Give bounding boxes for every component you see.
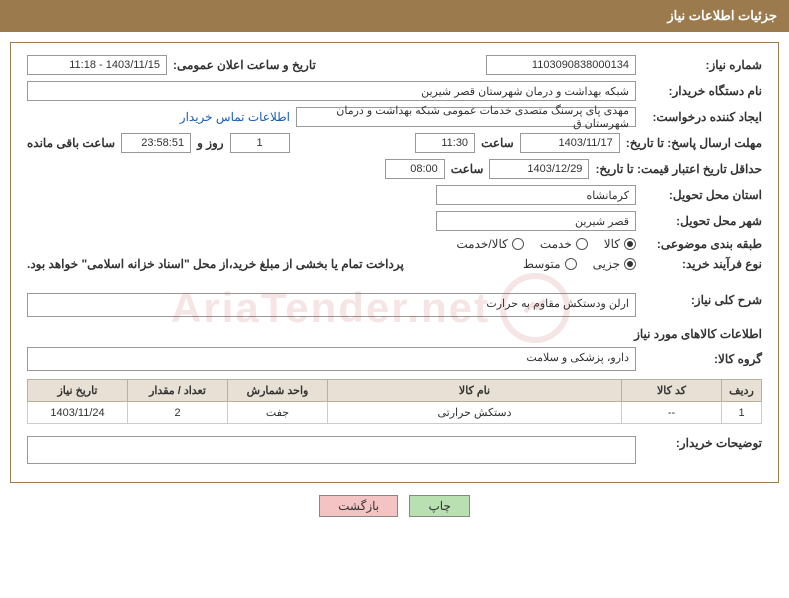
table-header-row: ردیف کد کالا نام کالا واحد شمارش تعداد /…: [28, 380, 762, 402]
th-unit: واحد شمارش: [228, 380, 328, 402]
row-delivery-province: استان محل تحویل: کرمانشاه: [27, 185, 762, 205]
days-and-label: روز و: [197, 136, 224, 150]
category-group: کالا خدمت کالا/خدمت: [456, 237, 636, 251]
th-code: کد کالا: [622, 380, 722, 402]
row-response-deadline: مهلت ارسال پاسخ: تا تاریخ: 1403/11/17 سا…: [27, 133, 762, 153]
cell-code: --: [622, 402, 722, 424]
radio-partial-circle: [624, 258, 636, 270]
need-number-label: شماره نیاز:: [642, 58, 762, 72]
contact-link[interactable]: اطلاعات تماس خریدار: [180, 110, 290, 124]
response-time: 11:30: [415, 133, 475, 153]
radio-goods-circle: [624, 238, 636, 250]
print-button[interactable]: چاپ: [409, 495, 469, 517]
price-validity-time: 08:00: [385, 159, 445, 179]
process-group: جزیی متوسط: [523, 257, 636, 271]
goods-table: ردیف کد کالا نام کالا واحد شمارش تعداد /…: [27, 379, 762, 424]
cell-row: 1: [722, 402, 762, 424]
need-number-value: 1103090838000134: [486, 55, 636, 75]
delivery-province-label: استان محل تحویل:: [642, 188, 762, 202]
time-label-1: ساعت: [481, 136, 514, 150]
general-desc-label: شرح کلی نیاز:: [642, 293, 762, 307]
response-deadline-label: مهلت ارسال پاسخ: تا تاریخ:: [626, 136, 762, 150]
buyer-notes-label: توضیحات خریدار:: [642, 436, 762, 450]
row-need-number: شماره نیاز: 1103090838000134 تاریخ و ساع…: [27, 55, 762, 75]
cell-date: 1403/11/24: [28, 402, 128, 424]
radio-goods-service-circle: [512, 238, 524, 250]
payment-note: پرداخت تمام یا بخشی از مبلغ خرید،از محل …: [27, 257, 404, 271]
general-desc-value: ارلن ودستکش مقاوم به حرارت: [27, 293, 636, 317]
goods-group-value: دارو، پزشکی و سلامت: [27, 347, 636, 371]
radio-medium-circle: [565, 258, 577, 270]
requester-value: مهدی پای پرسنگ متصدی خدمات عمومی شبکه به…: [296, 107, 636, 127]
public-announce-value: 1403/11/15 - 11:18: [27, 55, 167, 75]
cell-unit: جفت: [228, 402, 328, 424]
row-delivery-city: شهر محل تحویل: قصر شیرین: [27, 211, 762, 231]
delivery-city: قصر شیرین: [436, 211, 636, 231]
category-label: طبقه بندی موضوعی:: [642, 237, 762, 251]
delivery-province: کرمانشاه: [436, 185, 636, 205]
radio-medium-label: متوسط: [523, 257, 561, 271]
goods-info-title: اطلاعات کالاهای مورد نیاز: [27, 327, 762, 341]
radio-partial[interactable]: جزیی: [593, 257, 636, 271]
buyer-label: نام دستگاه خریدار:: [642, 84, 762, 98]
radio-service[interactable]: خدمت: [540, 237, 588, 251]
public-announce-label: تاریخ و ساعت اعلان عمومی:: [173, 58, 316, 72]
radio-goods-label: کالا: [604, 237, 620, 251]
page-header: جزئیات اطلاعات نیاز: [0, 0, 789, 32]
countdown: 23:58:51: [121, 133, 191, 153]
details-panel: AriaTender.net شماره نیاز: 1103090838000…: [10, 42, 779, 483]
row-buyer-notes: توضیحات خریدار:: [27, 436, 762, 464]
price-validity-label: حداقل تاریخ اعتبار قیمت: تا تاریخ:: [595, 162, 762, 176]
row-price-validity: حداقل تاریخ اعتبار قیمت: تا تاریخ: 1403/…: [27, 159, 762, 179]
cell-name: دستکش حرارتی: [328, 402, 622, 424]
process-type-label: نوع فرآیند خرید:: [642, 257, 762, 271]
radio-goods-service[interactable]: کالا/خدمت: [456, 237, 523, 251]
radio-goods-service-label: کالا/خدمت: [456, 237, 507, 251]
page-title: جزئیات اطلاعات نیاز: [667, 8, 777, 23]
days-count: 1: [230, 133, 290, 153]
footer-buttons: چاپ بازگشت: [0, 495, 789, 517]
row-category: طبقه بندی موضوعی: کالا خدمت کالا/خدمت: [27, 237, 762, 251]
time-label-2: ساعت: [451, 162, 484, 176]
remaining-label: ساعت باقی مانده: [27, 136, 115, 150]
requester-label: ایجاد کننده درخواست:: [642, 110, 762, 124]
radio-partial-label: جزیی: [593, 257, 620, 271]
buyer-value: شبکه بهداشت و درمان شهرستان قصر شیرین: [27, 81, 636, 101]
radio-medium[interactable]: متوسط: [523, 257, 577, 271]
table-row: 1 -- دستکش حرارتی جفت 2 1403/11/24: [28, 402, 762, 424]
radio-service-label: خدمت: [540, 237, 572, 251]
response-date: 1403/11/17: [520, 133, 620, 153]
th-name: نام کالا: [328, 380, 622, 402]
row-process-type: نوع فرآیند خرید: جزیی متوسط پرداخت تمام …: [27, 257, 762, 271]
row-goods-group: گروه کالا: دارو، پزشکی و سلامت: [27, 347, 762, 371]
row-requester: ایجاد کننده درخواست: مهدی پای پرسنگ متصد…: [27, 107, 762, 127]
goods-group-label: گروه کالا:: [642, 352, 762, 366]
price-validity-date: 1403/12/29: [489, 159, 589, 179]
th-date: تاریخ نیاز: [28, 380, 128, 402]
cell-qty: 2: [128, 402, 228, 424]
delivery-city-label: شهر محل تحویل:: [642, 214, 762, 228]
row-general-desc: شرح کلی نیاز: ارلن ودستکش مقاوم به حرارت: [27, 293, 762, 317]
radio-service-circle: [576, 238, 588, 250]
buyer-notes-value: [27, 436, 636, 464]
row-buyer: نام دستگاه خریدار: شبکه بهداشت و درمان ش…: [27, 81, 762, 101]
radio-goods[interactable]: کالا: [604, 237, 636, 251]
th-qty: تعداد / مقدار: [128, 380, 228, 402]
back-button[interactable]: بازگشت: [319, 495, 398, 517]
th-row: ردیف: [722, 380, 762, 402]
